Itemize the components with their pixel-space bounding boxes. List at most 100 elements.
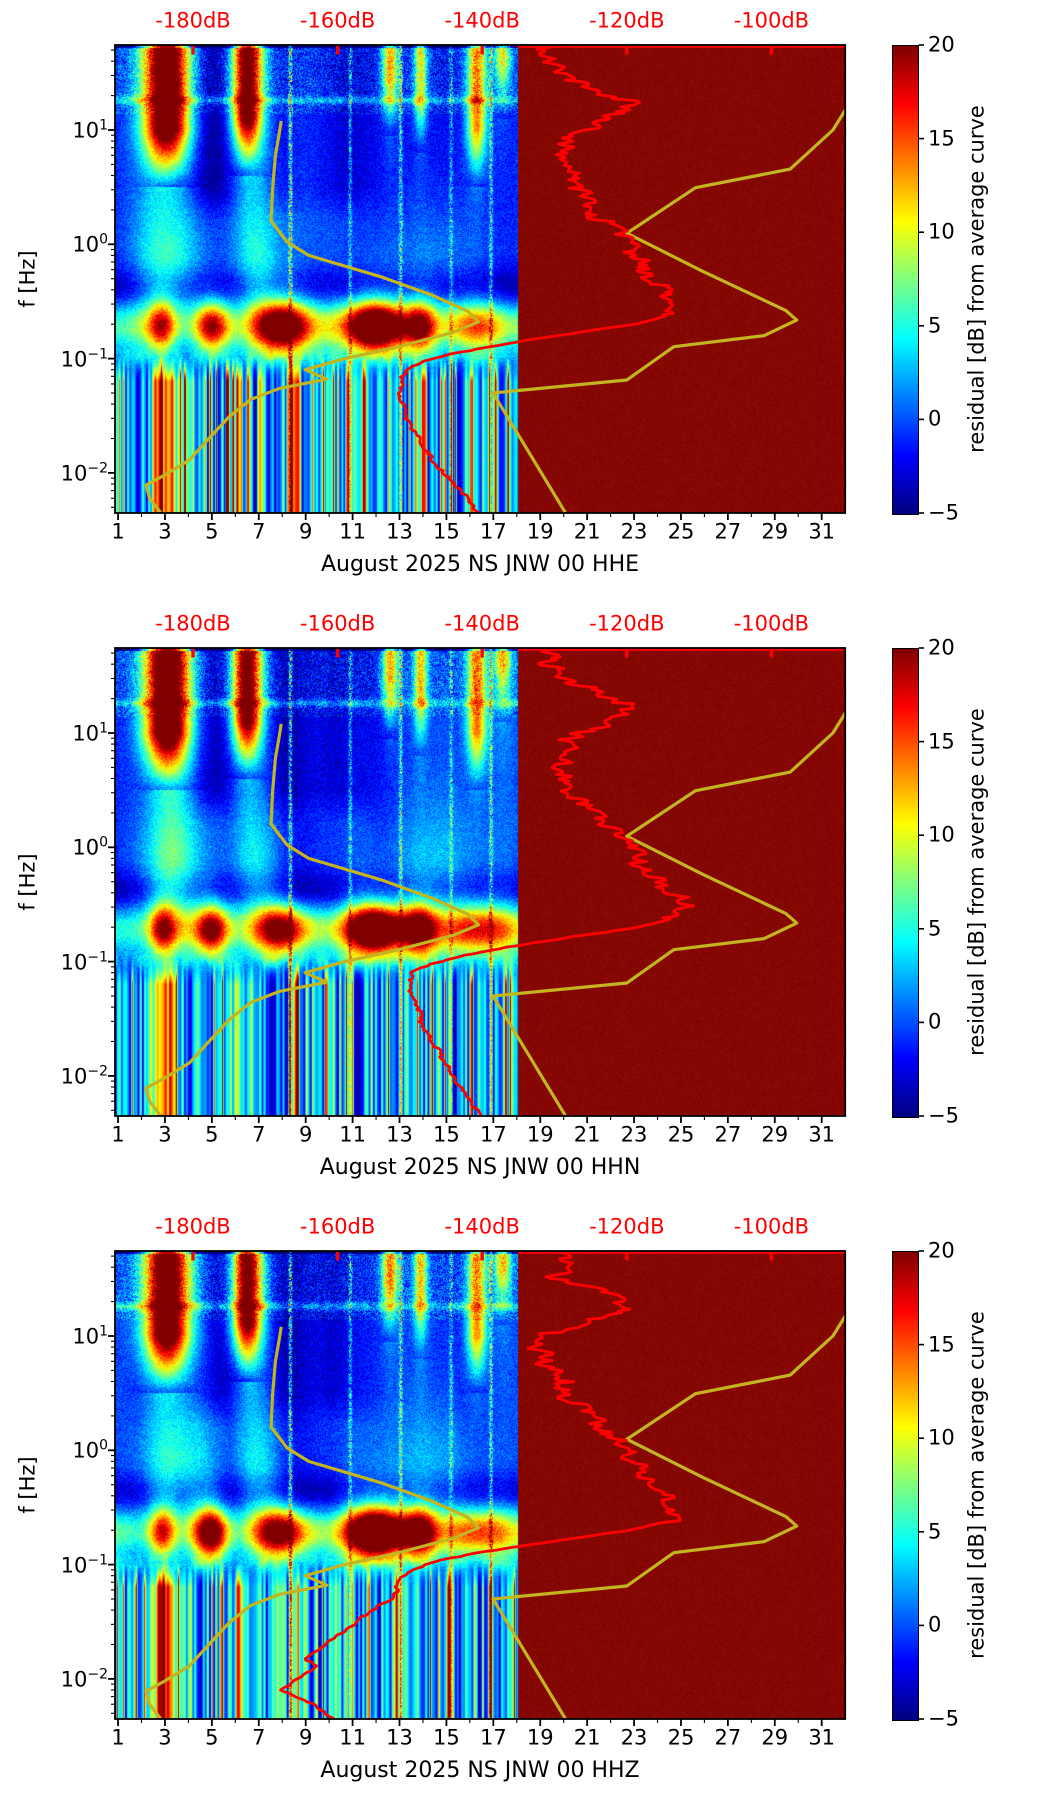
top-axis-tick-label: -160dB (299, 1214, 376, 1239)
x-axis-tick-label: 19 (526, 519, 554, 544)
top-axis-tick-label: -160dB (299, 8, 376, 33)
nhnm-curve (491, 1313, 846, 1719)
top-axis-tick-label: -140dB (444, 8, 520, 33)
x-axis-tick-label: 11 (339, 1122, 366, 1147)
x-axis-tick-label: 17 (479, 1725, 507, 1750)
x-axis-tick-label: 1 (111, 519, 125, 544)
top-axis-tick-label: -120dB (589, 611, 665, 636)
colorbar-tick-label: 20 (928, 32, 955, 57)
colorbar-tick-label: 20 (928, 1238, 955, 1263)
x-axis-tick-label: 13 (386, 1122, 413, 1147)
y-axis-tick-label: 10−1 (61, 950, 108, 973)
y-tick-mantissa: 10 (60, 1553, 88, 1578)
x-axis-tick-label: 27 (714, 519, 742, 544)
x-axis-tick-label: 15 (433, 1725, 460, 1750)
top-axis-tick-label: -180dB (155, 1214, 231, 1239)
y-tick-exponent: −1 (87, 949, 108, 966)
x-axis-tick-label: 5 (205, 1725, 219, 1750)
y-axis-tick-label: 10−1 (61, 347, 108, 370)
y-tick-mantissa: 10 (60, 1667, 88, 1692)
x-axis-tick-label: 11 (339, 1725, 366, 1750)
top-axis-tick-label: -120dB (589, 1214, 665, 1239)
y-tick-exponent: 0 (99, 1437, 108, 1454)
top-axis-tick-label: -160dB (299, 611, 376, 636)
colorbar-title: residual [dB] from average curve (964, 708, 989, 1056)
mean-psd-curve (407, 648, 695, 1116)
y-axis-title: f [Hz] (15, 1456, 40, 1514)
panel-title: August 2025 NS JNW 00 HHN (319, 1155, 641, 1180)
x-axis-tick-label: 23 (620, 519, 648, 544)
mean-psd-curve (397, 45, 675, 513)
colorbar-title: residual [dB] from average curve (964, 105, 989, 453)
y-axis-tick-label: 10−1 (61, 1553, 108, 1576)
panel-hhz: f [Hz] August 2025 NS JNW 00 HHZ residua… (0, 1206, 1052, 1806)
plot-border (114, 647, 847, 1117)
y-tick-exponent: −2 (87, 460, 108, 477)
y-axis-tick-label: 100 (72, 836, 108, 859)
spectrogram-canvas (115, 648, 846, 1116)
x-axis-tick-label: 9 (299, 519, 313, 544)
colorbar-tick-label: 0 (928, 1009, 942, 1034)
y-tick-mantissa: 10 (72, 232, 100, 257)
x-axis-tick-label: 15 (433, 1122, 460, 1147)
x-axis-tick-label: 9 (299, 1122, 313, 1147)
panel-title: August 2025 NS JNW 00 HHE (320, 552, 640, 577)
mean-psd-curve (279, 1251, 682, 1719)
x-axis-tick-label: 29 (761, 1122, 789, 1147)
top-axis-tick-label: -180dB (155, 8, 231, 33)
y-tick-mantissa: 10 (72, 1324, 100, 1349)
top-axis-tick-label: -140dB (444, 611, 520, 636)
x-axis-tick-label: 13 (386, 519, 413, 544)
panel-hhe: f [Hz] August 2025 NS JNW 00 HHE residua… (0, 0, 1052, 603)
spectrogram-canvas (115, 1251, 846, 1719)
y-tick-exponent: 0 (99, 834, 108, 851)
top-axis-tick-label: -100dB (733, 1214, 810, 1239)
y-axis-tick-label: 10−2 (61, 461, 108, 484)
top-axis-tick-label: -100dB (733, 611, 810, 636)
x-axis-tick-label: 25 (667, 1725, 695, 1750)
y-axis-title: f [Hz] (15, 853, 40, 911)
colorbar-title: residual [dB] from average curve (964, 1311, 989, 1659)
y-tick-exponent: 1 (99, 720, 108, 737)
colorbar-tick-label: 15 (928, 126, 955, 151)
y-tick-exponent: 1 (99, 117, 108, 134)
nhnm-curve (491, 107, 846, 513)
colorbar-tick-label: 5 (928, 1519, 942, 1544)
colorbar-tick-label: 15 (928, 729, 955, 754)
y-tick-exponent: −1 (87, 1552, 108, 1569)
colorbar-tick-label: −5 (928, 500, 959, 525)
y-tick-exponent: −2 (87, 1666, 108, 1683)
x-axis-tick-label: 23 (620, 1122, 648, 1147)
x-axis-tick-label: 19 (526, 1725, 554, 1750)
y-axis-tick-label: 10−2 (61, 1064, 108, 1087)
nhnm-curve (491, 710, 846, 1116)
colorbar (892, 45, 919, 515)
y-tick-mantissa: 10 (72, 1438, 100, 1463)
top-axis-tick-label: -100dB (733, 8, 810, 33)
x-axis-tick-label: 3 (158, 1725, 172, 1750)
x-axis-tick-label: 25 (667, 519, 695, 544)
x-axis-tick-label: 15 (433, 519, 460, 544)
axes-overlay (108, 647, 924, 1123)
x-axis-tick-label: 17 (479, 519, 507, 544)
x-axis-tick-label: 29 (761, 1725, 789, 1750)
colorbar-tick-label: 20 (928, 635, 955, 660)
y-tick-mantissa: 10 (60, 347, 88, 372)
y-tick-mantissa: 10 (72, 118, 100, 143)
x-axis-tick-label: 31 (808, 1725, 836, 1750)
y-tick-mantissa: 10 (60, 461, 88, 486)
y-axis-tick-label: 101 (72, 119, 108, 142)
colorbar-tick-label: −5 (928, 1103, 959, 1128)
x-axis-tick-label: 21 (573, 1725, 601, 1750)
colorbar-tick-label: 10 (928, 219, 955, 244)
x-axis-tick-label: 1 (111, 1725, 125, 1750)
x-axis-tick-label: 7 (252, 519, 266, 544)
plot-border (114, 1250, 847, 1720)
colorbar-tick-label: 0 (928, 406, 942, 431)
x-axis-tick-label: 21 (573, 519, 601, 544)
y-axis-tick-label: 10−2 (61, 1667, 108, 1690)
axes-overlay (108, 1250, 924, 1726)
colorbar-tick-label: 5 (928, 916, 942, 941)
y-tick-exponent: −1 (87, 346, 108, 363)
y-tick-mantissa: 10 (60, 950, 88, 975)
